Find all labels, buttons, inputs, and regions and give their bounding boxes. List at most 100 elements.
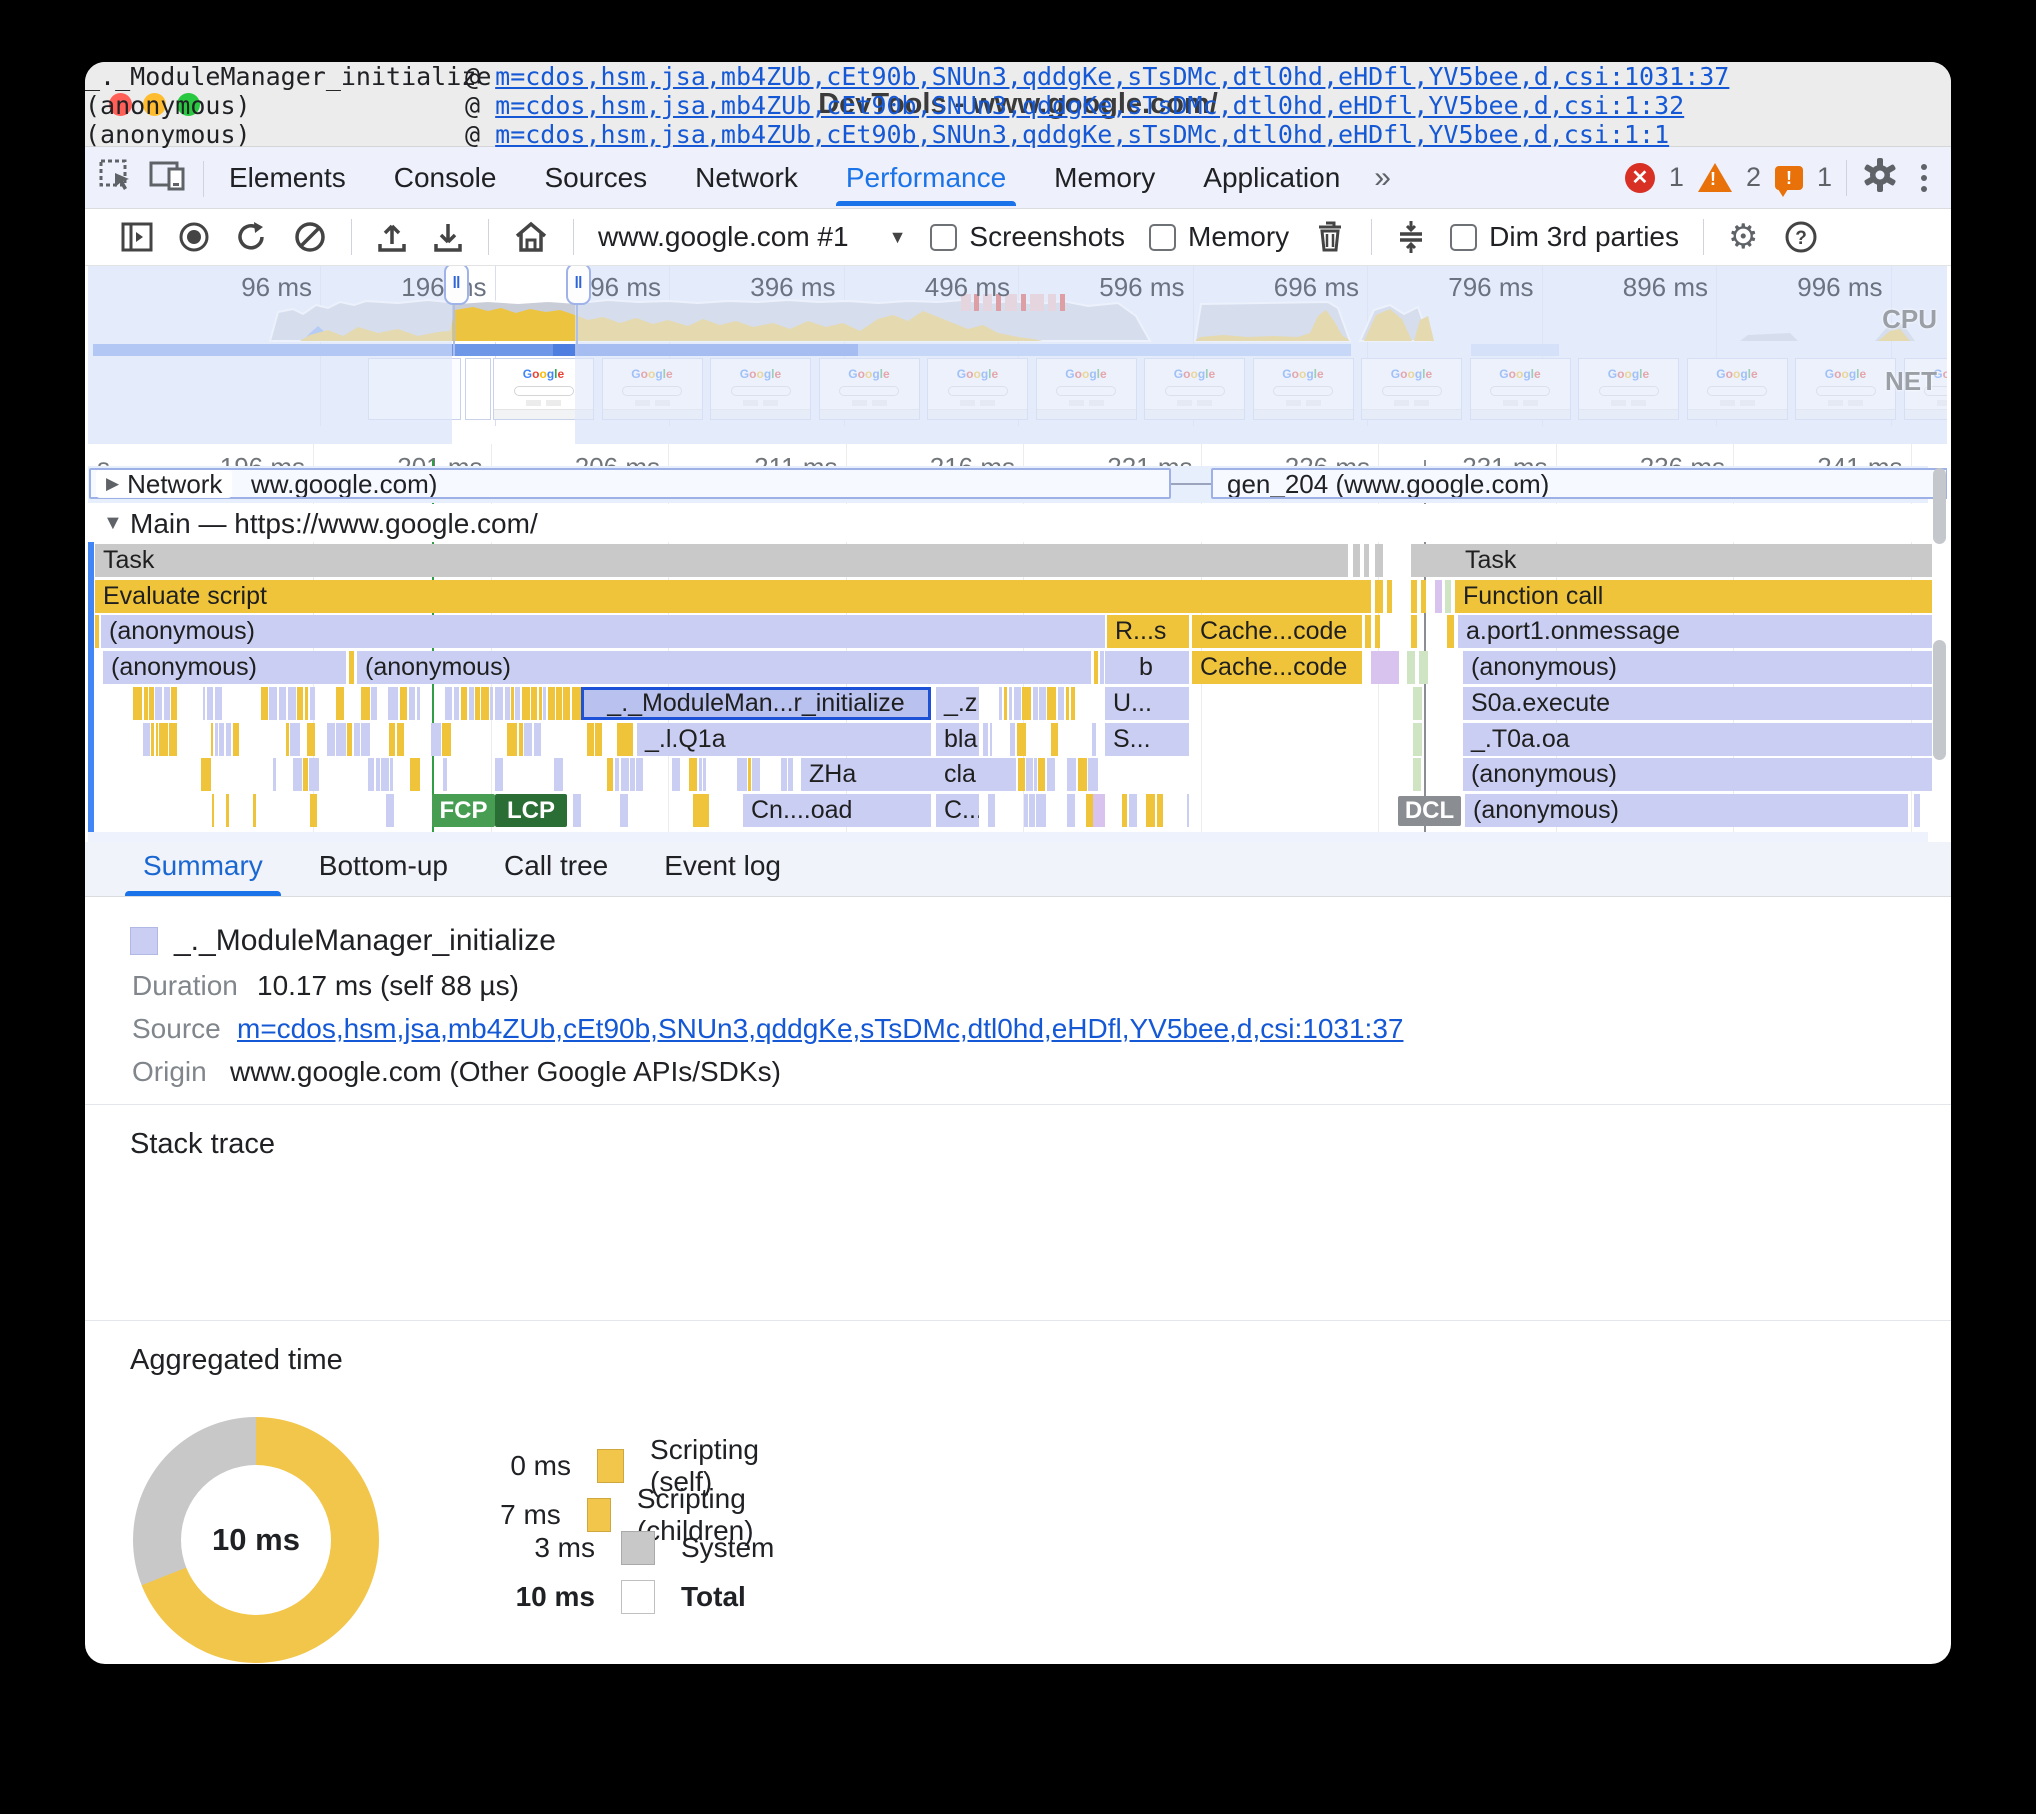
flame-event-sliver[interactable] [689, 758, 698, 792]
flame-event-sliver[interactable] [1010, 722, 1016, 756]
flame-event-sliver[interactable] [1364, 544, 1369, 577]
flame-event-sliver[interactable] [671, 758, 680, 792]
flame-event-sliver[interactable] [620, 758, 629, 792]
flame-event-sliver[interactable] [143, 686, 148, 720]
flame-event-sliver[interactable] [201, 758, 211, 792]
garbage-collect-icon[interactable] [1313, 219, 1347, 255]
tab-application[interactable]: Application [1203, 162, 1341, 193]
flame-event-sliver[interactable] [1013, 686, 1021, 720]
flame-event-sliver[interactable] [587, 722, 594, 756]
flame-event-sliver[interactable] [1156, 793, 1163, 827]
flame-event[interactable]: R...s [1107, 615, 1189, 649]
flame-event-sliver[interactable] [1413, 686, 1422, 720]
flame-event-sliver[interactable] [983, 722, 989, 756]
filmstrip-blank-frame[interactable] [465, 358, 491, 420]
flame-event-sliver[interactable] [1146, 793, 1156, 827]
flame-event-sliver[interactable] [533, 722, 542, 756]
flame-event-sliver[interactable] [273, 758, 277, 792]
flame-event-sliver[interactable] [336, 722, 346, 756]
flame-event[interactable]: _._ModuleMan...r_initialize [581, 686, 931, 720]
flame-event-sliver[interactable] [443, 758, 447, 792]
flame-event-sliver[interactable] [1411, 615, 1417, 649]
details-tab-bottom-up[interactable]: Bottom-up [318, 850, 448, 881]
flame-event-sliver[interactable] [693, 793, 709, 827]
tab-sources[interactable]: Sources [544, 162, 648, 193]
dim-3rd-parties-toggle[interactable]: Dim 3rd parties [1450, 221, 1679, 253]
flame-event-sliver[interactable] [490, 686, 494, 720]
flame-event-sliver[interactable] [347, 722, 352, 756]
flame-event[interactable]: Evaluate script [95, 579, 1371, 613]
dcl-marker-badge[interactable]: DCL [1398, 795, 1461, 826]
flame-event-sliver[interactable] [381, 758, 389, 792]
flame-event-sliver[interactable] [1017, 758, 1025, 792]
flame-event-sliver[interactable] [155, 722, 158, 756]
upload-profile-icon[interactable] [376, 220, 408, 254]
flame-event-sliver[interactable] [214, 686, 223, 720]
flame-event-sliver[interactable] [617, 722, 633, 756]
flame-event-sliver[interactable] [1066, 793, 1075, 827]
flame-event-sliver[interactable] [1067, 758, 1077, 792]
flame-event-sliver[interactable] [260, 686, 268, 720]
flame-event-sliver[interactable] [1186, 793, 1189, 827]
flame-event-sliver[interactable] [1122, 793, 1128, 827]
flame-event-sliver[interactable] [133, 686, 143, 720]
flame-event[interactable]: _.l.Q1a [637, 722, 931, 756]
flame-event-sliver[interactable] [998, 686, 1003, 720]
flame-event-sliver[interactable] [1445, 579, 1451, 613]
flame-event-sliver[interactable] [1091, 722, 1096, 756]
flame-event-sliver[interactable] [1036, 793, 1047, 827]
flame-event-sliver[interactable] [95, 615, 99, 649]
flame-event-sliver[interactable] [367, 758, 375, 792]
flame-event[interactable]: Task [95, 544, 1348, 577]
flame-event-sliver[interactable] [149, 686, 154, 720]
flame-event-sliver[interactable] [518, 722, 523, 756]
flame-event-sliver[interactable] [494, 758, 504, 792]
selection-handle-left[interactable]: ‖ [444, 266, 469, 305]
flame-event-sliver[interactable] [989, 722, 993, 756]
flame-event-sliver[interactable] [171, 686, 177, 720]
flame-event-sliver[interactable] [1039, 686, 1046, 720]
issues-badge-icon[interactable]: ! [1774, 165, 1803, 197]
vertical-scrollbar-thumb[interactable] [1933, 468, 1946, 544]
flame-event-sliver[interactable] [410, 758, 421, 792]
flame-event-sliver[interactable] [515, 686, 521, 720]
memory-checkbox[interactable] [1149, 223, 1177, 251]
flame-event-sliver[interactable] [353, 722, 360, 756]
record-button-icon[interactable] [177, 220, 211, 254]
flame-event-sliver[interactable] [431, 722, 441, 756]
flame-event-sliver[interactable] [335, 686, 344, 720]
flame-event-sliver[interactable] [304, 686, 309, 720]
timeline-overview[interactable]: GoogleGoogleGoogleGoogleGoogleGoogleGoog… [88, 266, 1947, 444]
flame-event-sliver[interactable] [595, 722, 602, 756]
flame-chart-area[interactable]: 196 ms201 ms206 ms211 ms216 ms221 ms226 … [88, 444, 1947, 842]
flame-event-sliver[interactable] [287, 686, 296, 720]
flame-event-sliver[interactable] [1914, 793, 1920, 827]
flame-event[interactable]: Cn....oad [743, 793, 931, 827]
flame-event-sliver[interactable] [1387, 579, 1392, 613]
flame-event-sliver[interactable] [1100, 651, 1104, 685]
warning-badge-icon[interactable]: ! [1697, 163, 1732, 192]
tab-memory[interactable]: Memory [1054, 162, 1156, 193]
flame-event-sliver[interactable] [1128, 793, 1137, 827]
flame-event-sliver[interactable] [375, 758, 380, 792]
flame-event-sliver[interactable] [1353, 544, 1360, 577]
flame-event-sliver[interactable] [1094, 651, 1098, 685]
memory-toggle[interactable]: Memory [1149, 221, 1289, 253]
flame-event-sliver[interactable] [511, 686, 514, 720]
flame-event-sliver[interactable] [1032, 686, 1038, 720]
tab-elements[interactable]: Elements [229, 162, 346, 193]
flame-event-sliver[interactable] [1008, 686, 1013, 720]
flame-event-sliver[interactable] [504, 686, 510, 720]
flame-event-sliver[interactable] [210, 722, 214, 756]
flame-event-sliver[interactable] [226, 793, 230, 827]
flame-event-sliver[interactable] [1034, 758, 1037, 792]
flame-event-sliver[interactable] [396, 722, 405, 756]
source-link[interactable]: m=cdos,hsm,jsa,mb4ZUb,cEt90b,SNUn3,qddgK… [237, 1013, 1404, 1044]
flame-event-sliver[interactable] [453, 686, 460, 720]
minimize-button[interactable] [143, 93, 166, 116]
flame-event-sliver[interactable] [1365, 615, 1371, 649]
issues-count[interactable]: 1 [1816, 162, 1832, 192]
dim-3rd-parties-checkbox[interactable] [1450, 223, 1478, 251]
flame-event-sliver[interactable] [547, 686, 555, 720]
details-tab-event-log[interactable]: Event log [664, 850, 781, 881]
